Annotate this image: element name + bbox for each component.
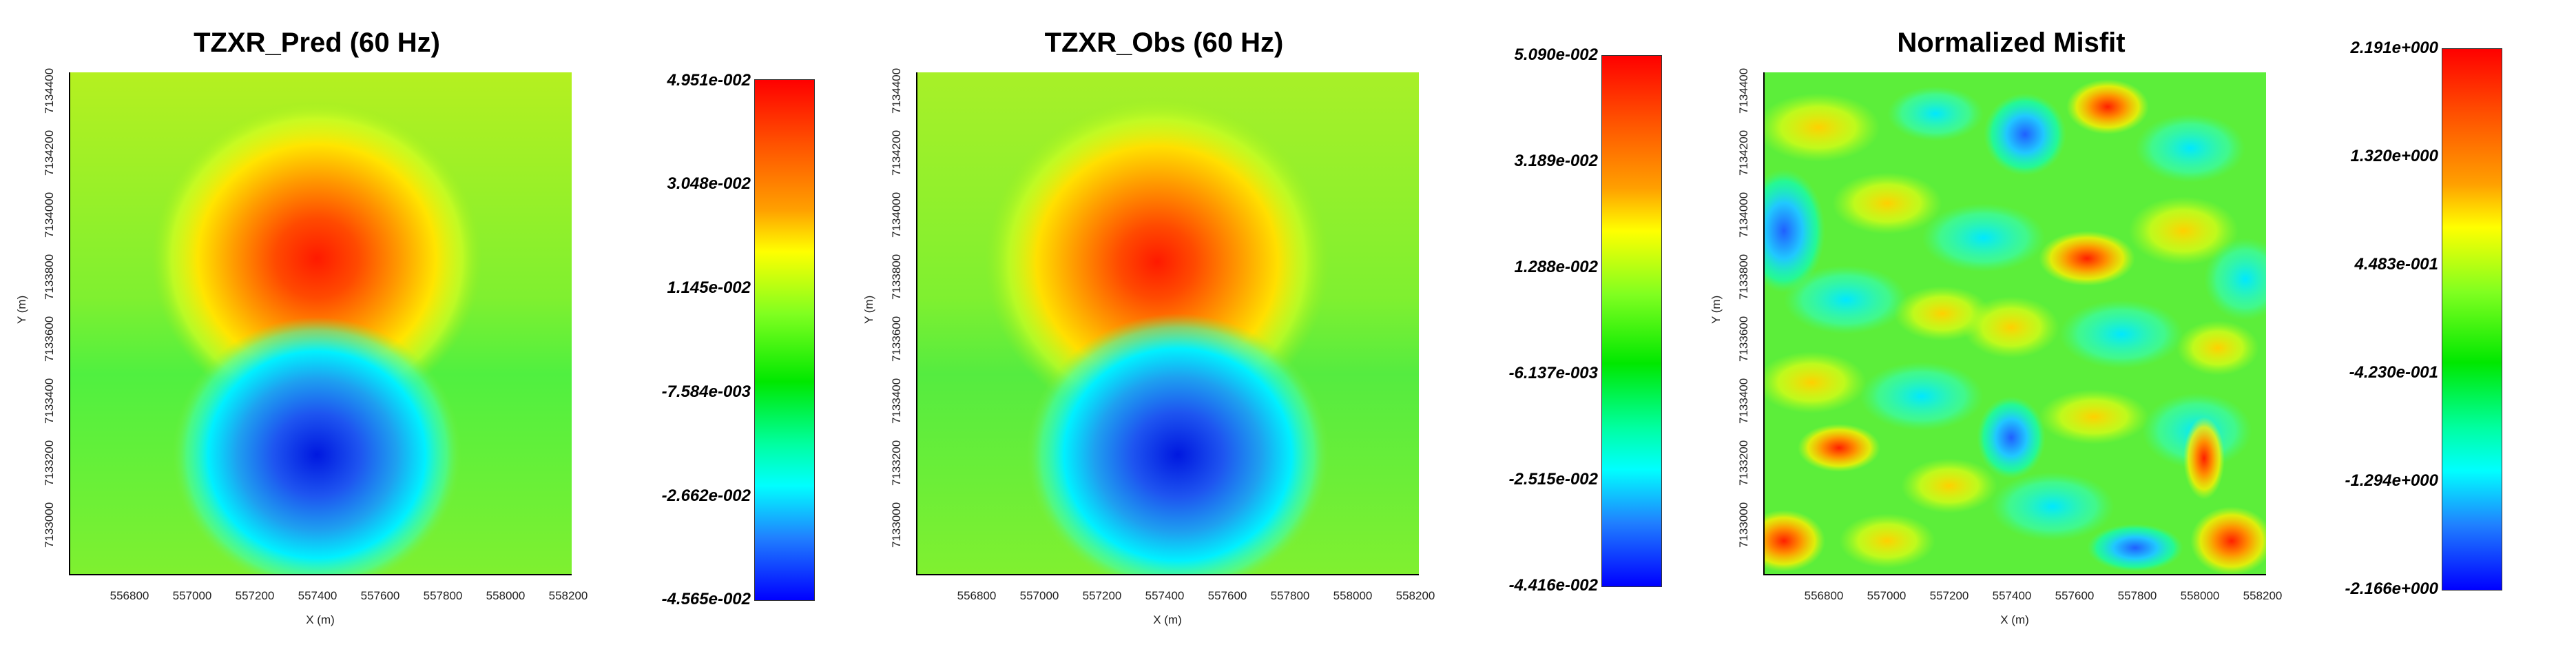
y-tick-label: 7134400 xyxy=(890,68,903,114)
heatmap-plot xyxy=(916,72,1419,575)
heatmap-plot xyxy=(1763,72,2266,575)
colorbar-tick-label: -1.294e+000 xyxy=(2345,471,2438,490)
colorbar-svg xyxy=(1602,56,1661,586)
colorbar-tick-label: 5.090e-002 xyxy=(1514,45,1598,64)
x-tick-label: 558200 xyxy=(2243,589,2283,602)
y-tick-label: 7133400 xyxy=(43,378,56,424)
y-tick-label: 7133200 xyxy=(1737,440,1750,486)
y-tick-label: 7134000 xyxy=(1737,192,1750,238)
colorbar-tick-label: -4.230e-001 xyxy=(2349,363,2438,382)
colorbar-tick-label: -4.416e-002 xyxy=(1508,576,1598,595)
plot-frame xyxy=(916,72,1419,575)
y-tick-label: 7133600 xyxy=(1737,316,1750,362)
x-tick-label: 557600 xyxy=(360,589,400,602)
y-axis-label: Y (m) xyxy=(1710,295,1723,324)
y-tick-label: 7133000 xyxy=(1737,502,1750,548)
y-tick-label: 7133800 xyxy=(1737,254,1750,300)
colorbar-tick-label: -4.565e-002 xyxy=(661,590,751,608)
colorbar xyxy=(1601,55,1662,587)
x-tick-label: 557600 xyxy=(1207,589,1247,602)
x-tick-label: 557600 xyxy=(2055,589,2095,602)
colorbar xyxy=(2442,48,2502,591)
y-tick-label: 7133800 xyxy=(43,254,56,300)
colorbar-tick-label: 3.048e-002 xyxy=(667,174,751,193)
y-axis-label: Y (m) xyxy=(862,295,875,324)
heatmap-svg xyxy=(69,72,572,575)
y-tick-label: 7134200 xyxy=(43,130,56,176)
colorbar-tick-label: 1.288e-002 xyxy=(1514,258,1598,276)
y-tick-label: 7134000 xyxy=(43,192,56,238)
negative-anomaly xyxy=(172,317,461,575)
colorbar-tick-label: -2.515e-002 xyxy=(1508,470,1598,489)
chart-title: Normalized Misfit xyxy=(1897,28,2126,58)
heatmap-plot xyxy=(69,72,572,575)
chart-title: TZXR_Pred (60 Hz) xyxy=(194,28,440,58)
x-tick-label: 557200 xyxy=(235,589,275,602)
y-axis-label: Y (m) xyxy=(15,295,28,324)
colorbar-tick-label: -7.584e-003 xyxy=(661,382,751,401)
x-tick-label: 557800 xyxy=(423,589,463,602)
heatmap-svg xyxy=(916,72,1419,575)
y-tick-label: 7133400 xyxy=(890,378,903,424)
x-tick-label: 557000 xyxy=(1019,589,1059,602)
y-tick-label: 7133200 xyxy=(43,440,56,486)
negative-anomaly xyxy=(1026,314,1329,575)
colorbar-tick-label: -2.662e-002 xyxy=(661,486,751,505)
chart-title: TZXR_Obs (60 Hz) xyxy=(1044,28,1284,58)
y-tick-label: 7133400 xyxy=(1737,378,1750,424)
x-tick-label: 558200 xyxy=(1395,589,1435,602)
y-tick-label: 7133000 xyxy=(890,502,903,548)
x-tick-label: 557200 xyxy=(1082,589,1122,602)
colorbar-tick-label: 1.145e-002 xyxy=(667,278,751,297)
y-tick-label: 7134200 xyxy=(1737,130,1750,176)
colorbar-tick-label: 2.191e+000 xyxy=(2350,39,2438,57)
panel-obs: TZXR_Obs (60 Hz) xyxy=(847,0,1705,667)
panel-misfit: Normalized Misfit xyxy=(1694,0,2553,667)
x-tick-label: 557400 xyxy=(1145,589,1185,602)
colorbar-svg xyxy=(2442,49,2502,590)
y-tick-label: 7133600 xyxy=(43,316,56,362)
y-tick-label: 7133000 xyxy=(43,502,56,548)
y-tick-label: 7133200 xyxy=(890,440,903,486)
x-tick-label: 557800 xyxy=(2117,589,2157,602)
panel-pred: TZXR_Pred (60 Hz) xyxy=(0,0,858,667)
x-tick-label: 558200 xyxy=(548,589,588,602)
x-axis-label: X (m) xyxy=(306,613,335,626)
colorbar-tick-label: 4.483e-001 xyxy=(2354,255,2438,274)
x-tick-label: 557400 xyxy=(1992,589,2032,602)
colorbar-tick-label: 1.320e+000 xyxy=(2350,147,2438,165)
x-tick-label: 557800 xyxy=(1270,589,1310,602)
plot-frame xyxy=(69,72,572,575)
colorbar-svg xyxy=(755,80,814,600)
x-tick-label: 556800 xyxy=(1804,589,1844,602)
y-tick-label: 7134000 xyxy=(890,192,903,238)
x-tick-label: 557400 xyxy=(298,589,337,602)
x-axis-label: X (m) xyxy=(2000,613,2029,626)
y-tick-label: 7134400 xyxy=(43,68,56,114)
x-tick-label: 557000 xyxy=(1867,589,1907,602)
colorbar-tick-label: -6.137e-003 xyxy=(1508,364,1598,382)
x-tick-label: 558000 xyxy=(1333,589,1373,602)
plot-frame xyxy=(1763,72,2266,575)
colorbar-tick-label: 4.951e-002 xyxy=(667,71,751,90)
x-tick-label: 557000 xyxy=(172,589,212,602)
y-tick-label: 7134400 xyxy=(1737,68,1750,114)
colorbar-tick-label: -2.166e+000 xyxy=(2345,579,2438,598)
x-axis-label: X (m) xyxy=(1153,613,1182,626)
x-tick-label: 556800 xyxy=(957,589,997,602)
x-tick-label: 558000 xyxy=(486,589,526,602)
x-tick-label: 558000 xyxy=(2180,589,2220,602)
x-tick-label: 557200 xyxy=(1929,589,1969,602)
colorbar xyxy=(754,79,815,601)
y-tick-label: 7134200 xyxy=(890,130,903,176)
y-tick-label: 7133800 xyxy=(890,254,903,300)
x-tick-label: 556800 xyxy=(110,589,149,602)
heatmap-svg xyxy=(1763,72,2266,575)
positive-anomaly xyxy=(152,100,482,417)
colorbar-tick-label: 3.189e-002 xyxy=(1514,152,1598,170)
y-tick-label: 7133600 xyxy=(890,316,903,362)
